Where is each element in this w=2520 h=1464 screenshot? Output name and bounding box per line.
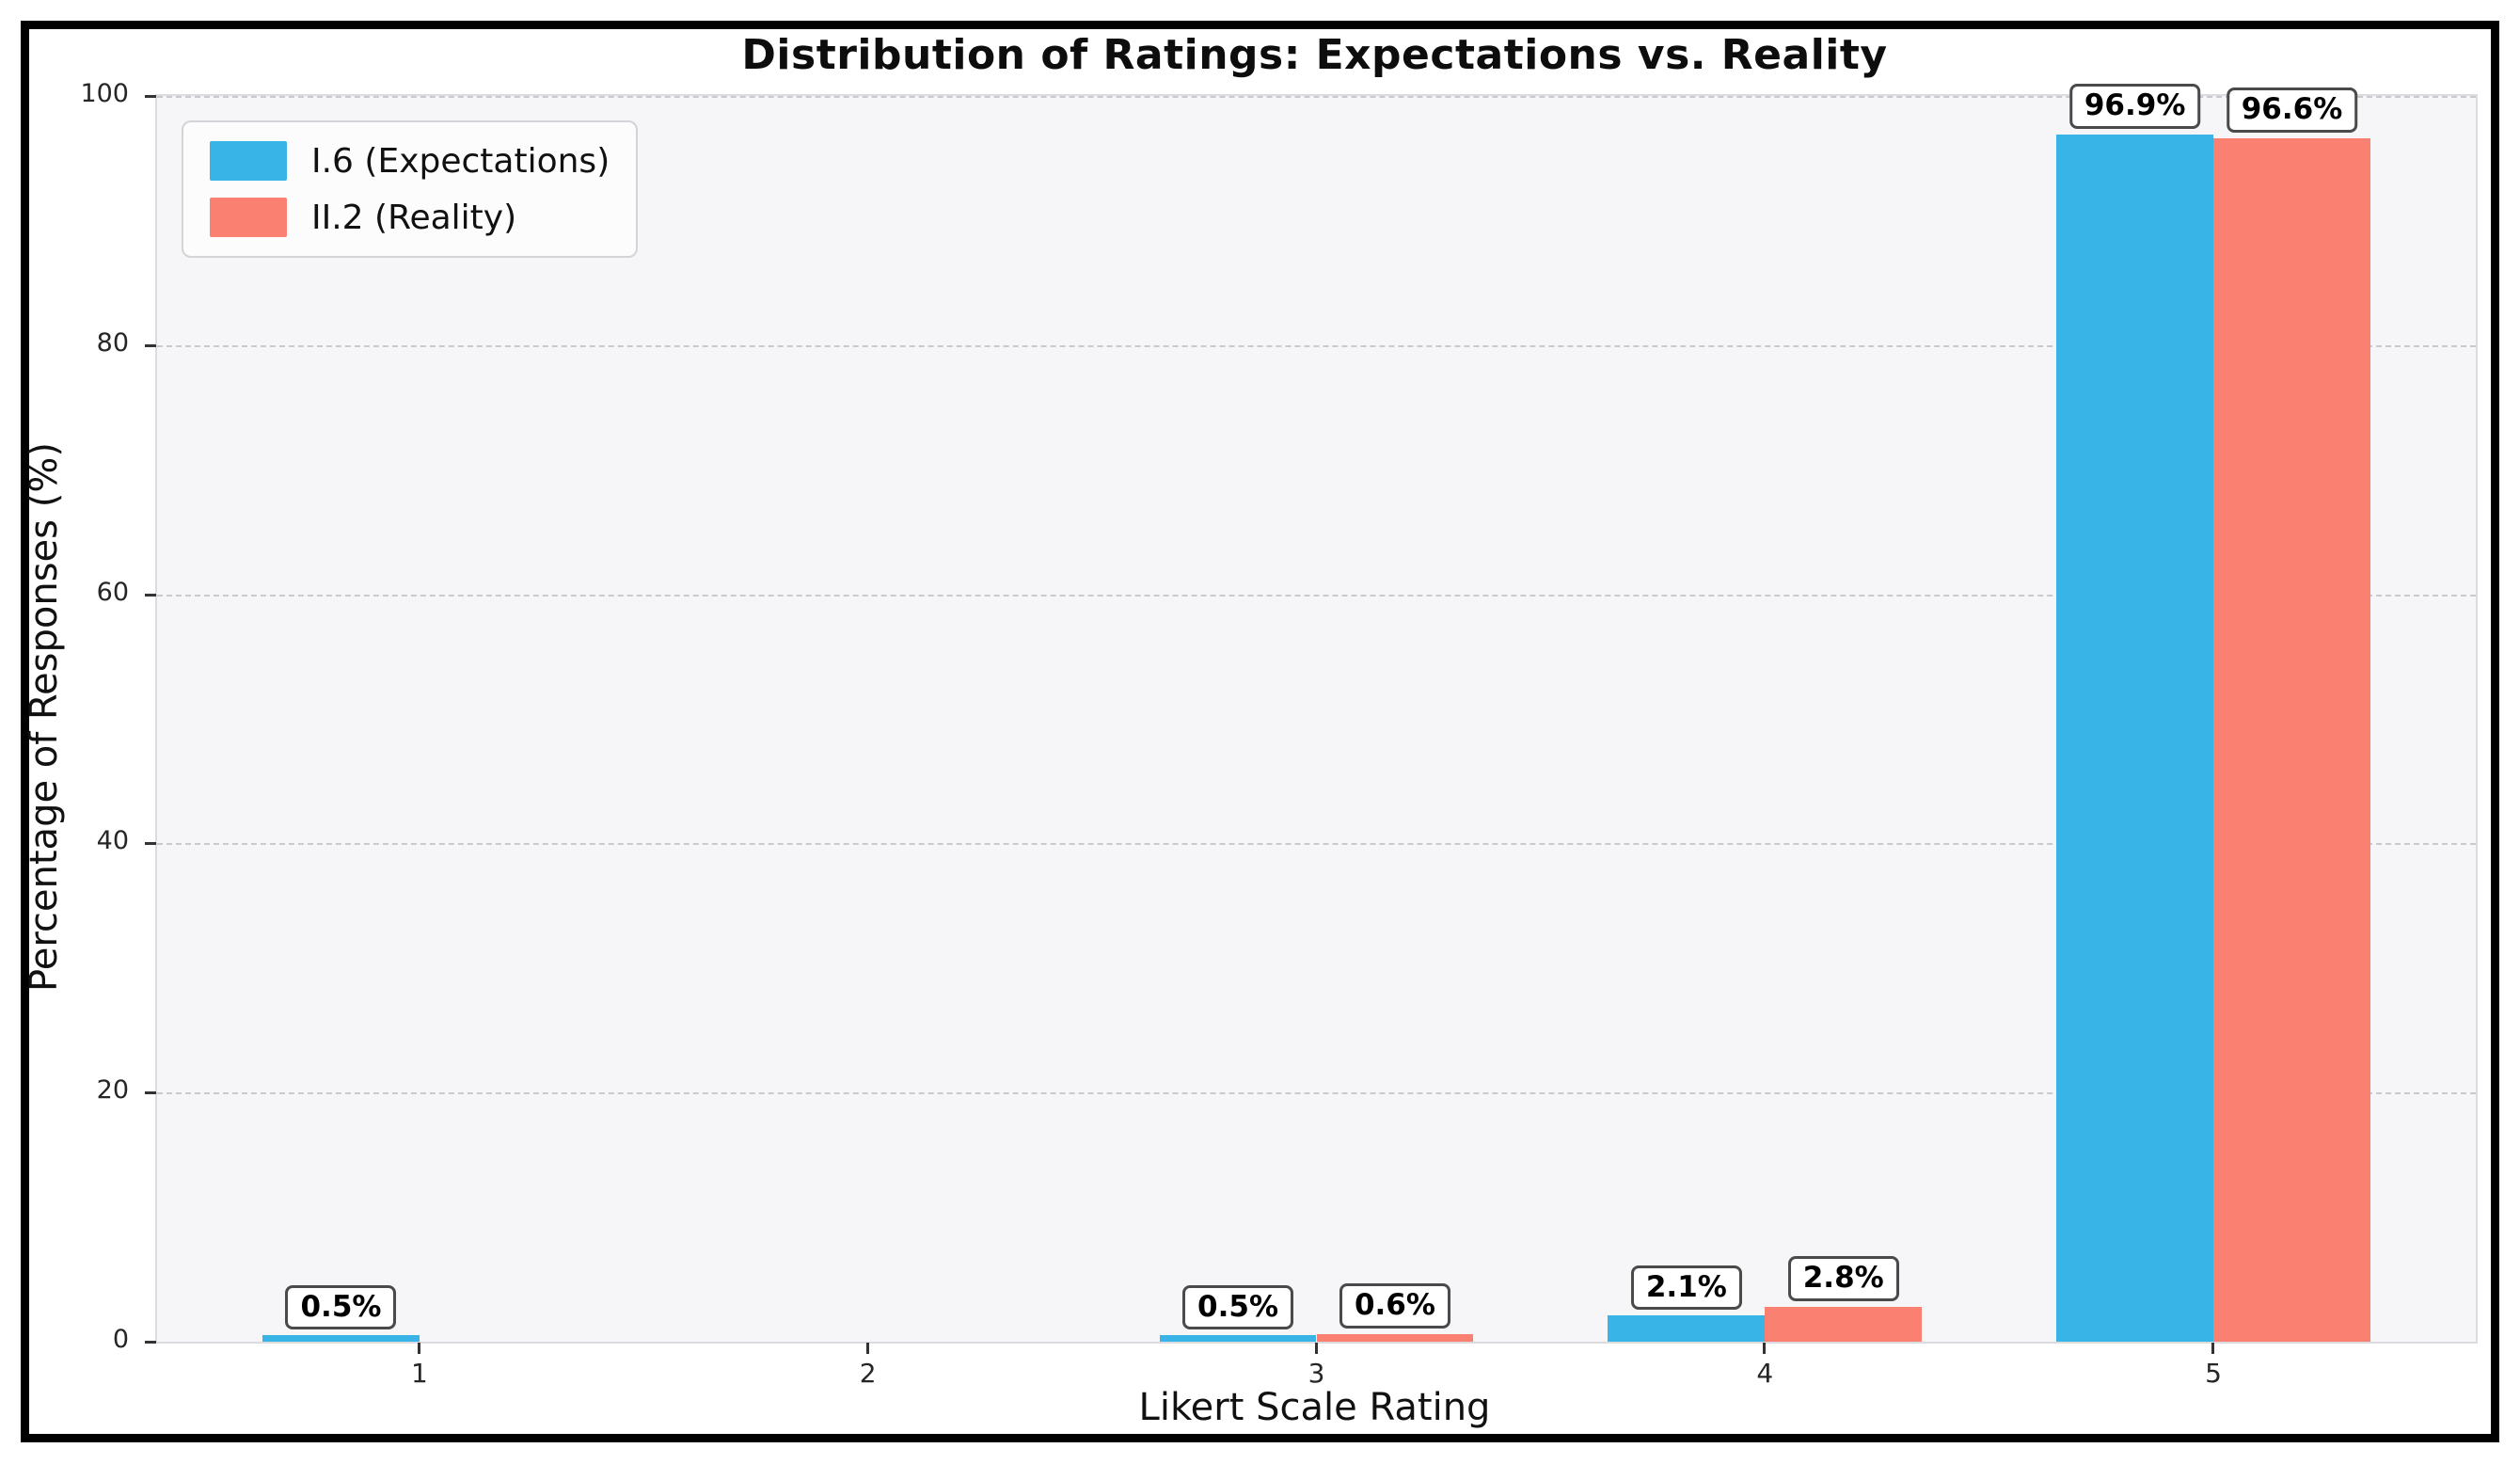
y-tick-label: 20	[96, 1075, 129, 1106]
bar-reality-5	[2213, 138, 2370, 1342]
bar-value-label-reality-5: 96.6%	[2226, 88, 2358, 134]
bar-expectations-3	[1159, 1335, 1317, 1342]
x-tick-mark	[865, 1343, 869, 1354]
plot-area: I.6 (Expectations) II.2 (Reality) 0.5% 0.…	[155, 84, 2478, 1344]
x-tick-label: 3	[1308, 1358, 1325, 1389]
y-tick-label: 40	[96, 826, 129, 856]
legend-label-reality: II.2 (Reality)	[311, 198, 517, 237]
bar-expectations-4	[1608, 1315, 1766, 1342]
y-tick-label: 80	[96, 327, 129, 358]
x-tick-mark	[1314, 1343, 1318, 1354]
y-tick-mark	[145, 1341, 156, 1344]
x-tick-label: 2	[859, 1358, 877, 1389]
bar-value-label-reality-4: 2.8%	[1787, 1256, 1899, 1301]
x-tick-label: 5	[2205, 1358, 2222, 1389]
x-tick-mark	[2211, 1343, 2215, 1354]
gridline-y-80	[157, 344, 2476, 347]
legend-item-expectations: I.6 (Expectations)	[210, 141, 610, 181]
bar-value-label-expectations-1: 0.5%	[285, 1284, 397, 1330]
figure-frame: Distribution of Ratings: Expectations vs…	[21, 21, 2499, 1442]
chart-title: Distribution of Ratings: Expectations vs…	[741, 31, 1888, 79]
y-tick-label: 100	[80, 79, 129, 108]
legend: I.6 (Expectations) II.2 (Reality)	[182, 120, 639, 258]
y-tick-mark	[145, 593, 156, 597]
bar-reality-4	[1765, 1306, 1923, 1342]
gridline-y-60	[157, 594, 2476, 597]
legend-item-reality: II.2 (Reality)	[210, 198, 610, 237]
gridline-y-20	[157, 1092, 2476, 1095]
y-tick-mark	[145, 842, 156, 846]
x-axis-label: Likert Scale Rating	[1138, 1386, 1491, 1429]
legend-label-expectations: I.6 (Expectations)	[311, 141, 610, 181]
bar-value-label-expectations-4: 2.1%	[1630, 1265, 1742, 1311]
y-tick-label: 60	[96, 577, 129, 607]
y-tick-mark	[145, 343, 156, 347]
bar-expectations-1	[262, 1335, 420, 1342]
y-tick-label: 0	[112, 1325, 129, 1354]
y-tick-mark	[145, 1091, 156, 1095]
bar-expectations-5	[2056, 135, 2214, 1342]
legend-swatch-expectations	[210, 141, 287, 181]
y-axis-label: Percentage of Responses (%)	[23, 442, 66, 992]
x-tick-mark	[1763, 1343, 1767, 1354]
bar-value-label-reality-3: 0.6%	[1339, 1283, 1450, 1329]
x-tick-label: 4	[1756, 1358, 1774, 1389]
bar-reality-3	[1316, 1334, 1474, 1342]
gridline-y-100	[157, 96, 2476, 98]
bar-value-label-expectations-3: 0.5%	[1182, 1284, 1294, 1330]
y-tick-mark	[145, 95, 156, 98]
gridline-y-40	[157, 843, 2476, 846]
bar-value-label-expectations-5: 96.9%	[2068, 84, 2201, 130]
x-tick-label: 1	[410, 1358, 428, 1389]
legend-swatch-reality	[210, 198, 287, 237]
x-tick-mark	[417, 1343, 420, 1354]
